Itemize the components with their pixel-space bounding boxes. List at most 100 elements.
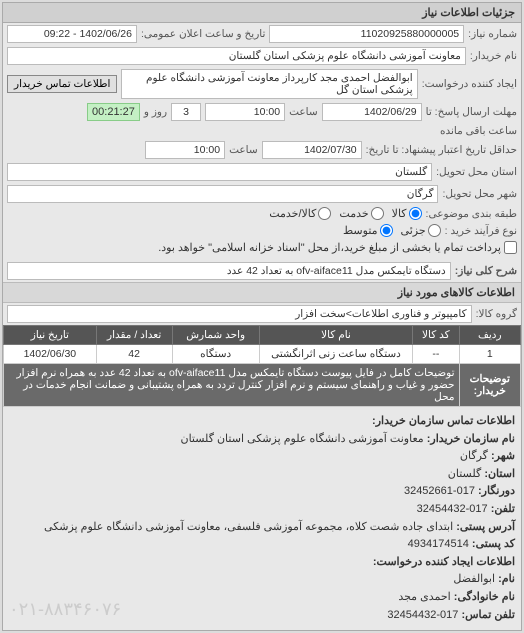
val-lname: احمدی مجد	[398, 591, 450, 603]
radio-goodservice[interactable]: کالا/خدمت	[269, 207, 331, 220]
label-goods-group: گروه کالا:	[476, 308, 517, 320]
check-treasury[interactable]: پرداخت تمام یا بخشی از مبلغ خرید،از محل …	[158, 241, 517, 254]
cell-qty: 42	[96, 345, 172, 364]
goods-section-title: اطلاعات کالاهای مورد نیاز	[3, 282, 521, 303]
label-day-and: روز و	[144, 106, 167, 118]
label-summary: شرح کلی نیاز:	[455, 265, 517, 277]
value-state: گلستان	[7, 163, 432, 181]
val-tel: 017-32454432	[417, 503, 488, 515]
radio-proc-mid-label: متوسط	[343, 224, 378, 237]
val-addr: ابتدای جاده شصت کلاه، مجموعه آموزشی فلسف…	[44, 521, 453, 533]
radio-service[interactable]: خدمت	[339, 207, 383, 220]
col-code: کد کالا	[413, 326, 459, 345]
row-goods-group: گروه کالا: کامپیوتر و فناوری اطلاعات>سخت…	[3, 303, 521, 325]
radio-proc-low[interactable]: جزئی	[401, 224, 441, 237]
check-treasury-label: پرداخت تمام یا بخشی از مبلغ خرید،از محل …	[158, 241, 501, 254]
goods-table: ردیف کد کالا نام کالا واحد شمارش تعداد /…	[3, 325, 521, 407]
val-ccity: گرگان	[460, 450, 488, 462]
cell-unit: دستگاه	[172, 345, 259, 364]
value-buyer: معاونت آموزشی دانشگاه علوم پزشکی استان گ…	[7, 47, 466, 65]
cell-idx: 1	[459, 345, 520, 364]
goods-table-header: ردیف کد کالا نام کالا واحد شمارش تعداد /…	[4, 326, 521, 345]
radio-goods-input[interactable]	[409, 207, 422, 220]
lbl-cstate: استان:	[484, 468, 515, 480]
lbl-fname: نام:	[498, 573, 515, 585]
row-category: طبقه بندی موضوعی: کالا خدمت کالا/خدمت	[3, 205, 521, 222]
radio-goodservice-input[interactable]	[318, 207, 331, 220]
radio-goodservice-label: کالا/خدمت	[269, 207, 316, 220]
lbl-lname: نام خانوادگی:	[454, 591, 515, 603]
value-requester: ابوالفضل احمدی مجد کارپرداز معاونت آموزش…	[121, 69, 417, 99]
col-qty: تعداد / مقدار	[96, 326, 172, 345]
col-row: ردیف	[459, 326, 520, 345]
label-category: طبقه بندی موضوعی:	[426, 208, 517, 220]
row-validity: حداقل تاریخ اعتبار پیشنهاد: تا تاریخ: 14…	[3, 139, 521, 161]
col-name: نام کالا	[259, 326, 412, 345]
desc-label-cell: توضیحات خریدار:	[459, 364, 520, 407]
label-process: نوع فرآیند خرید :	[445, 225, 517, 237]
row-city: شهر محل تحویل: گرگان	[3, 183, 521, 205]
val-fname: ابوالفضل	[453, 573, 495, 585]
row-request-no: شماره نیاز: 11020925880000005 تاریخ و سا…	[3, 23, 521, 45]
contact-section1: اطلاعات تماس سازمان خریدار:	[372, 415, 515, 427]
val-org: معاونت آموزشی دانشگاه علوم پزشکی استان گ…	[180, 433, 423, 445]
label-buyer: نام خریدار:	[470, 50, 517, 62]
val-zip: 4934174514	[408, 538, 469, 550]
label-validity: حداقل تاریخ اعتبار پیشنهاد: تا تاریخ:	[366, 144, 517, 156]
value-response-time: 10:00	[205, 103, 285, 121]
radio-service-label: خدمت	[339, 207, 368, 220]
lbl-tel: تلفن:	[491, 503, 515, 515]
row-state: استان محل تحویل: گلستان	[3, 161, 521, 183]
process-radio-group: جزئی متوسط	[343, 224, 441, 237]
value-countdown: 00:21:27	[87, 103, 140, 121]
row-buyer: نام خریدار: معاونت آموزشی دانشگاه علوم پ…	[3, 45, 521, 67]
label-state: استان محل تحویل:	[436, 166, 517, 178]
label-city: شهر محل تحویل:	[442, 188, 517, 200]
label-response: مهلت ارسال پاسخ: تا	[426, 106, 517, 118]
value-validity-date: 1402/07/30	[262, 141, 362, 159]
row-summary: شرح کلی نیاز: دستگاه تایمکس مدل ofv-aifa…	[3, 256, 521, 282]
lbl-tel2: تلفن تماس:	[461, 609, 515, 621]
label-request-no: شماره نیاز:	[468, 28, 517, 40]
lbl-fax: دورنگار:	[478, 485, 515, 497]
row-process: نوع فرآیند خرید : جزئی متوسط پرداخت تمام…	[3, 222, 521, 256]
row-requester: ایجاد کننده درخواست: ابوالفضل احمدی مجد …	[3, 67, 521, 101]
col-unit: واحد شمارش	[172, 326, 259, 345]
label-hour-1: ساعت	[289, 106, 318, 118]
category-radio-group: کالا خدمت کالا/خدمت	[269, 207, 421, 220]
panel-title: جزئیات اطلاعات نیاز	[3, 3, 521, 23]
radio-proc-low-input[interactable]	[428, 224, 441, 237]
val-fax: 017-32452661	[404, 485, 475, 497]
value-summary: دستگاه تایمکس مدل ofv-aiface11 به تعداد …	[7, 262, 451, 280]
details-panel: جزئیات اطلاعات نیاز شماره نیاز: 11020925…	[2, 2, 522, 631]
radio-service-input[interactable]	[371, 207, 384, 220]
cell-code: --	[413, 345, 459, 364]
radio-goods-label: کالا	[392, 207, 407, 220]
label-public-date: تاریخ و ساعت اعلان عمومی:	[141, 28, 265, 40]
table-row[interactable]: 1 -- دستگاه ساعت زنی اثرانگشتی دستگاه 42…	[4, 345, 521, 364]
buyer-contact-button[interactable]: اطلاعات تماس خریدار	[7, 75, 117, 93]
check-treasury-input[interactable]	[504, 241, 517, 254]
label-hour-2: ساعت	[229, 144, 258, 156]
radio-proc-mid-input[interactable]	[380, 224, 393, 237]
val-tel2: 017-32454432	[387, 609, 458, 621]
cell-date: 1402/06/30	[4, 345, 97, 364]
value-response-date: 1402/06/29	[322, 103, 422, 121]
value-public-date: 1402/06/26 - 09:22	[7, 25, 137, 43]
lbl-org: نام سازمان خریدار:	[427, 433, 515, 445]
label-remaining: ساعت باقی مانده	[440, 125, 517, 137]
cell-name: دستگاه ساعت زنی اثرانگشتی	[259, 345, 412, 364]
desc-value-cell: توضیحات کامل در فایل پیوست دستگاه تایمکس…	[4, 364, 460, 407]
col-date: تاریخ نیاز	[4, 326, 97, 345]
table-desc-row: توضیحات خریدار: توضیحات کامل در فایل پیو…	[4, 364, 521, 407]
radio-proc-mid[interactable]: متوسط	[343, 224, 393, 237]
value-response-days: 3	[171, 103, 201, 121]
val-cstate: گلستان	[448, 468, 481, 480]
radio-goods[interactable]: کالا	[392, 207, 422, 220]
label-requester: ایجاد کننده درخواست:	[422, 78, 517, 90]
value-request-no: 11020925880000005	[269, 25, 464, 43]
value-city: گرگان	[7, 185, 438, 203]
row-response-deadline: مهلت ارسال پاسخ: تا 1402/06/29 ساعت 10:0…	[3, 101, 521, 139]
lbl-zip: کد پستی:	[472, 538, 515, 550]
radio-proc-low-label: جزئی	[401, 224, 426, 237]
